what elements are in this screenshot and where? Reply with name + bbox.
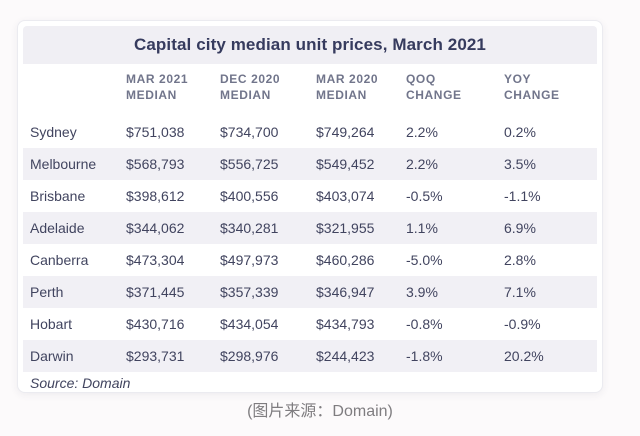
value-cell: $556,725 — [220, 156, 279, 172]
table-row-sydney: Sydney $751,038 $734,700 $749,264 2.2% 0… — [23, 116, 597, 148]
value-cell: $403,074 — [316, 188, 375, 204]
header-line: MEDIAN — [220, 88, 271, 102]
city-cell: Melbourne — [30, 156, 97, 172]
value-cell: 0.2% — [504, 124, 536, 140]
value-cell: 2.2% — [406, 124, 438, 140]
value-cell: 7.1% — [504, 284, 536, 300]
image-caption: (图片来源：Domain) — [247, 403, 393, 420]
table-title-band: Capital city median unit prices, March 2… — [23, 26, 597, 64]
value-cell: $434,793 — [316, 316, 375, 332]
header-line: MEDIAN — [126, 88, 177, 102]
value-cell: 3.5% — [504, 156, 536, 172]
value-cell: $497,973 — [220, 252, 279, 268]
value-cell: $400,556 — [220, 188, 279, 204]
value-cell: $460,286 — [316, 252, 375, 268]
value-cell: -1.1% — [504, 188, 541, 204]
value-cell: 6.9% — [504, 220, 536, 236]
header-line: MEDIAN — [316, 88, 367, 102]
value-cell: -1.8% — [406, 348, 443, 364]
header-line: DEC 2020 — [220, 72, 281, 86]
city-cell: Perth — [30, 284, 64, 300]
value-cell: $749,264 — [316, 124, 375, 140]
value-cell: $344,062 — [126, 220, 185, 236]
table-row-canberra: Canberra $473,304 $497,973 $460,286 -5.0… — [23, 244, 597, 276]
table-row-melbourne: Melbourne $568,793 $556,725 $549,452 2.2… — [23, 148, 597, 180]
table-row-perth: Perth $371,445 $357,339 $346,947 3.9% 7.… — [23, 276, 597, 308]
value-cell: $371,445 — [126, 284, 185, 300]
value-cell: $430,716 — [126, 316, 185, 332]
header-cell-mar-2020-median: MAR 2020 MEDIAN — [316, 64, 406, 116]
value-cell: $340,281 — [220, 220, 279, 236]
value-cell: 1.1% — [406, 220, 438, 236]
city-cell: Adelaide — [30, 220, 85, 236]
value-cell: -5.0% — [406, 252, 443, 268]
city-cell: Canberra — [30, 252, 89, 268]
header-cell-dec-2020-median: DEC 2020 MEDIAN — [220, 64, 316, 116]
header-cell-mar-2021-median: MAR 2021 MEDIAN — [126, 64, 220, 116]
header-cell-yoy-change: YOY CHANGE — [504, 64, 597, 116]
value-cell: $321,955 — [316, 220, 375, 236]
table-row-darwin: Darwin $293,731 $298,976 $244,423 -1.8% … — [23, 340, 597, 372]
source-note: Source: Domain — [30, 375, 131, 391]
price-table-card: Capital city median unit prices, March 2… — [17, 20, 603, 393]
value-cell: $398,612 — [126, 188, 185, 204]
value-cell: 20.2% — [504, 348, 544, 364]
header-line: YOY — [504, 72, 532, 86]
median-unit-prices-table: MAR 2021 MEDIAN DEC 2020 MEDIAN MAR 2020… — [23, 64, 597, 372]
city-cell: Darwin — [30, 348, 74, 364]
value-cell: $434,054 — [220, 316, 279, 332]
value-cell: $293,731 — [126, 348, 185, 364]
value-cell: $734,700 — [220, 124, 279, 140]
value-cell: $357,339 — [220, 284, 279, 300]
value-cell: -0.5% — [406, 188, 443, 204]
value-cell: $244,423 — [316, 348, 375, 364]
value-cell: $473,304 — [126, 252, 185, 268]
table-row-hobart: Hobart $430,716 $434,054 $434,793 -0.8% … — [23, 308, 597, 340]
value-cell: $346,947 — [316, 284, 375, 300]
header-row: MAR 2021 MEDIAN DEC 2020 MEDIAN MAR 2020… — [23, 64, 597, 116]
header-line: CHANGE — [406, 88, 462, 102]
header-cell-qoq-change: QOQ CHANGE — [406, 64, 504, 116]
header-cell-city — [23, 64, 126, 116]
value-cell: -0.8% — [406, 316, 443, 332]
value-cell: $549,452 — [316, 156, 375, 172]
value-cell: $568,793 — [126, 156, 185, 172]
city-cell: Brisbane — [30, 188, 86, 204]
table-row-brisbane: Brisbane $398,612 $400,556 $403,074 -0.5… — [23, 180, 597, 212]
header-line: QOQ — [406, 72, 436, 86]
table-row-adelaide: Adelaide $344,062 $340,281 $321,955 1.1%… — [23, 212, 597, 244]
header-line: MAR 2020 — [316, 72, 379, 86]
value-cell: 2.8% — [504, 252, 536, 268]
table-title: Capital city median unit prices, March 2… — [134, 35, 486, 54]
city-cell: Sydney — [30, 124, 77, 140]
value-cell: -0.9% — [504, 316, 541, 332]
value-cell: $298,976 — [220, 348, 279, 364]
value-cell: $751,038 — [126, 124, 185, 140]
header-line: CHANGE — [504, 88, 560, 102]
value-cell: 3.9% — [406, 284, 438, 300]
header-line: MAR 2021 — [126, 72, 189, 86]
value-cell: 2.2% — [406, 156, 438, 172]
city-cell: Hobart — [30, 316, 73, 332]
